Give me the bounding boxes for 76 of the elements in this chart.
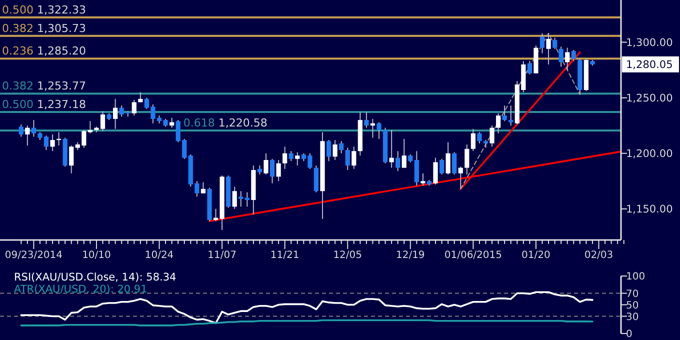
candlestick	[502, 105, 507, 122]
candlestick	[264, 152, 268, 175]
x-tick-label: 01/20	[522, 250, 550, 261]
candlestick	[470, 128, 476, 152]
text: RSI(XAU/USD.Close, 14): 58.34	[14, 272, 177, 284]
ref-line-label: 0.500 1,237.18	[2, 98, 86, 112]
candlestick	[376, 122, 382, 140]
candlestick	[496, 112, 501, 134]
candlestick	[402, 138, 406, 168]
candlestick	[446, 142, 450, 175]
ref-line-label: 0.500 1,322.33	[2, 3, 86, 16]
candlestick	[420, 172, 426, 186]
x-tick-label: 11/07	[208, 250, 236, 261]
x-tick-label: 09/23/2014	[4, 250, 63, 261]
candlestick	[113, 98, 118, 130]
candlestick	[558, 46, 564, 68]
x-tick-label: 12/05	[333, 250, 362, 261]
candlestick	[276, 160, 281, 182]
candlestick	[527, 60, 532, 75]
candlestick	[314, 165, 319, 193]
candlestick	[565, 47, 570, 70]
x-tick-label: 10/24	[144, 250, 174, 261]
candlestick	[69, 145, 74, 174]
candlestick	[433, 157, 438, 185]
candlestick	[414, 150, 419, 186]
candlestick	[477, 132, 482, 144]
ref-line-label: 0.236 1,285.20	[2, 44, 86, 58]
ref-line-label: 0.618 1,220.58	[183, 116, 268, 130]
candlestick	[352, 146, 356, 170]
y-tick-label: 30	[626, 312, 639, 323]
candlestick	[238, 190, 244, 208]
y-tick-label: 70	[626, 288, 639, 300]
candlestick	[50, 134, 55, 152]
candlestick	[452, 152, 457, 175]
candlestick	[200, 182, 206, 194]
candlestick	[288, 150, 294, 162]
candlestick	[439, 158, 444, 175]
annotation: 1,280.05	[626, 59, 673, 72]
y-tick-label: 1,300.00	[626, 36, 673, 49]
candlestick	[339, 140, 344, 154]
candlestick	[170, 117, 174, 128]
candlestick	[458, 166, 463, 190]
candlestick	[332, 140, 338, 160]
candlestick	[490, 125, 494, 148]
candlestick	[295, 152, 300, 166]
x-tick-label: 11/21	[270, 250, 300, 261]
candlestick	[546, 32, 551, 65]
candlestick	[552, 37, 558, 50]
text: ATR(XAU/USD, 20): 20.91	[14, 284, 148, 296]
ref-line-label: 0.382 1,305.73	[2, 22, 86, 35]
candlestick	[31, 120, 36, 138]
candlestick	[270, 158, 275, 184]
candlestick	[364, 112, 369, 128]
x-tick-label: 10/10	[82, 250, 111, 261]
candlestick	[540, 32, 545, 54]
y-tick-label: 1,150.00	[626, 204, 673, 216]
y-tick-label: 50	[626, 300, 639, 312]
x-tick-label: 12/19	[396, 250, 425, 261]
candlestick	[56, 132, 62, 146]
candlestick	[571, 50, 576, 62]
y-tick-label: 1,250.00	[626, 92, 673, 104]
y-tick-label: 100	[626, 272, 646, 282]
candlestick	[282, 146, 288, 170]
x-tick-label: 02/03	[584, 250, 614, 261]
candlestick	[345, 147, 350, 170]
candlestick	[132, 100, 136, 116]
candlestick	[25, 125, 30, 146]
y-tick-label: 1,200.00	[626, 148, 673, 160]
ref-line-label: 0.382 1,253.77	[2, 80, 86, 93]
y-tick-label: 0	[626, 329, 632, 340]
candlestick	[18, 124, 24, 138]
candlestick	[396, 150, 400, 172]
candlestick	[232, 186, 237, 210]
candlestick	[464, 144, 470, 175]
candlestick	[326, 140, 332, 162]
x-tick-label: 01/06/2015	[444, 250, 502, 261]
